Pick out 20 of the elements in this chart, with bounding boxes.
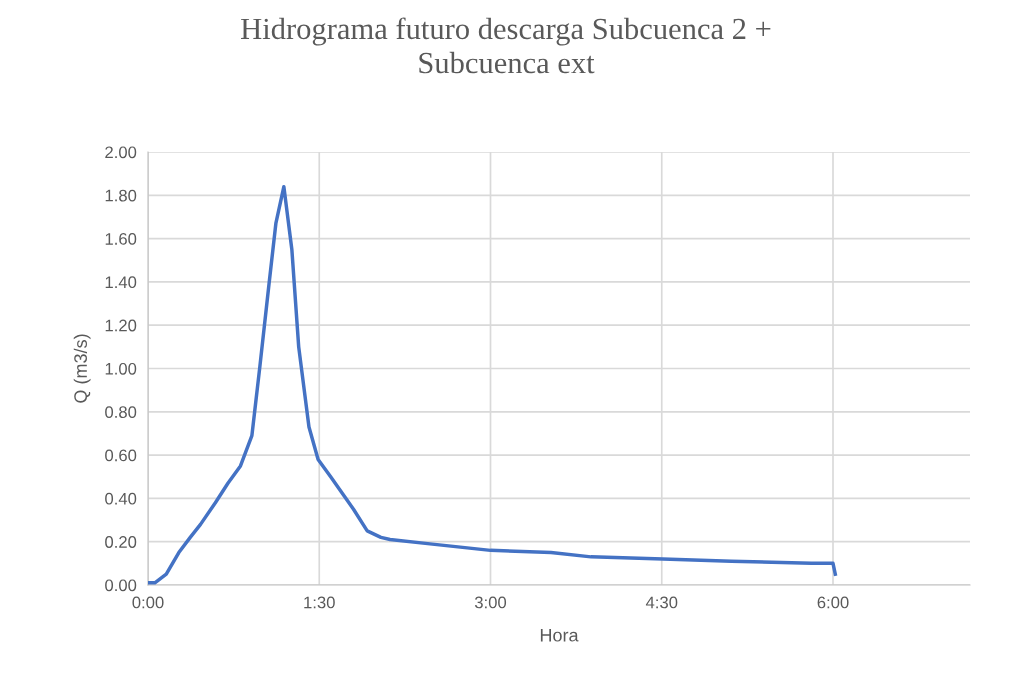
y-tick-label: 2.00 xyxy=(105,146,137,159)
y-axis-title: Q (m3/s) xyxy=(73,334,91,403)
y-tick-label: 1.00 xyxy=(105,362,137,375)
x-tick-label: 0:00 xyxy=(132,596,164,609)
y-tick-label: 1.40 xyxy=(105,276,137,289)
chart-title: Hidrograma futuro descarga Subcuenca 2 + Subcuenca ext xyxy=(241,17,771,74)
y-tick-label: 0.80 xyxy=(105,406,137,418)
y-tick-label: 0.20 xyxy=(105,536,137,548)
y-tick-label: 0.00 xyxy=(105,579,137,592)
y-tick-label: 1.60 xyxy=(105,233,137,245)
x-axis-title: Hora xyxy=(540,628,579,642)
x-tick-label: 3:00 xyxy=(474,596,507,609)
y-tick-label: 0.40 xyxy=(105,492,137,505)
y-tick-label: 1.80 xyxy=(105,189,137,202)
y-tick-label: 1.20 xyxy=(105,319,137,332)
y-tick-label: 0.60 xyxy=(105,449,137,462)
x-tick-label: 4:30 xyxy=(645,596,678,609)
x-tick-label: 1:30 xyxy=(304,596,335,609)
x-tick-label: 6:00 xyxy=(817,596,849,609)
line-series xyxy=(148,184,838,585)
